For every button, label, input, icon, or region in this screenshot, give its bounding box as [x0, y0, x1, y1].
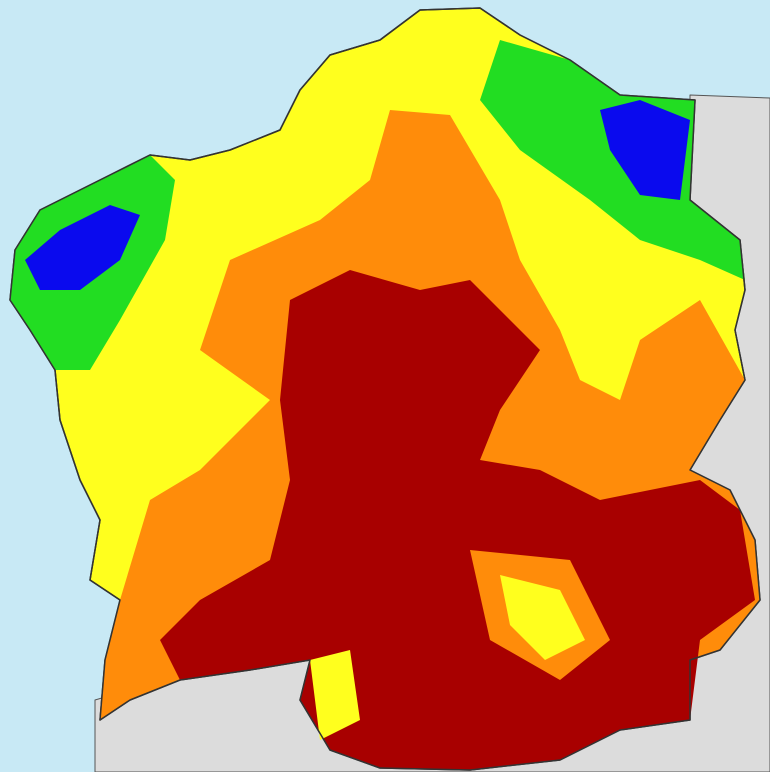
region-outline [9, 7, 761, 771]
region-green-east [480, 40, 745, 280]
region-blue-west [25, 205, 140, 290]
region-yellow-south [310, 650, 360, 740]
region-yellow-pocket [500, 575, 585, 660]
region-dark-red [160, 270, 755, 770]
region-blue-east [600, 100, 690, 200]
